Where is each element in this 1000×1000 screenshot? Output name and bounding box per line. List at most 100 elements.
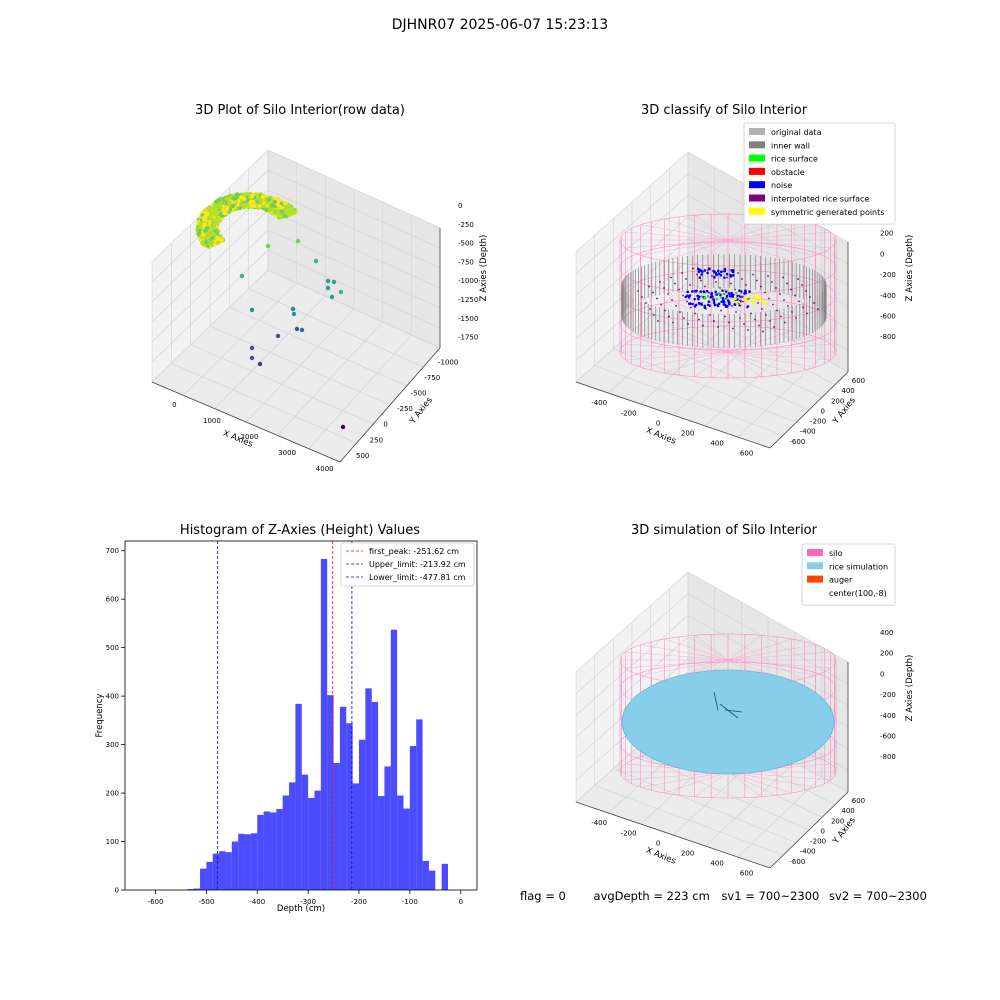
raw-cloud-point [252, 199, 257, 204]
raw-cloud-point [212, 221, 217, 226]
raw-cloud-point [272, 198, 278, 203]
raw-cloud-point [218, 208, 223, 214]
raw-cloud-point [264, 194, 269, 199]
raw-cloud-point [287, 205, 293, 210]
raw-cloud-point [258, 194, 263, 199]
raw-cloud-point [214, 230, 220, 236]
raw-cloud-point [213, 204, 218, 209]
raw-cloud-point [202, 240, 208, 246]
raw-cloud-point [277, 206, 282, 212]
raw-cloud-point [211, 230, 217, 236]
classify-noise-point [744, 290, 747, 293]
raw-scatter-point [340, 424, 346, 430]
classify-interp-point [657, 320, 659, 322]
classify-noise-point [712, 269, 715, 273]
raw-cloud-point [222, 209, 227, 214]
raw-cloud-point [225, 207, 230, 212]
raw-cloud-point [246, 204, 251, 209]
raw-cloud-point [293, 210, 299, 215]
classify-symmetric-point [752, 296, 756, 299]
raw-cloud-point [197, 218, 203, 223]
classify-noise-point [706, 303, 710, 307]
raw-cloud-point [195, 221, 201, 227]
raw-cloud-point [227, 206, 233, 211]
raw-cloud-point [207, 231, 213, 237]
raw-cloud-point [266, 207, 272, 213]
raw-cloud-point [278, 208, 283, 213]
classify-interp-point [686, 300, 688, 303]
flag-text: flag = 0 [520, 889, 566, 903]
raw-cloud-point [258, 192, 263, 197]
raw-cloud-point [263, 199, 268, 204]
classify-interp-point [717, 326, 719, 328]
classify-legend-label: noise [771, 181, 792, 190]
histogram-bar [378, 795, 385, 890]
simulation-legend-label: rice simulation [829, 562, 888, 571]
raw-cloud-point [216, 198, 221, 203]
raw-cloud-point [225, 207, 231, 213]
raw-cloud-point [246, 193, 252, 198]
classify-xtick-label: 400 [710, 439, 723, 447]
raw-cloud-point [281, 211, 286, 217]
classify-legend-swatch [749, 141, 765, 149]
raw-cloud-point [222, 199, 227, 204]
classify-noise-point [715, 293, 718, 296]
classify-noise-point [746, 305, 750, 308]
raw-cloud-point [256, 205, 261, 210]
raw-cloud-point [284, 204, 289, 209]
avg-depth-text: avgDepth = 223 cm [593, 889, 710, 903]
raw-cloud-point [226, 209, 231, 215]
raw-cloud-point [213, 212, 219, 217]
classify-noise-point [698, 302, 702, 305]
classify-ytick-label: -200 [810, 418, 826, 426]
classify-noise-point [715, 273, 718, 277]
raw-cloud-point [206, 219, 212, 224]
classify-interp-point [698, 318, 700, 321]
raw-cloud-point [287, 205, 292, 210]
raw-cloud-point [252, 193, 258, 198]
raw-cloud-point [215, 215, 221, 221]
raw-cloud-point [226, 207, 231, 213]
raw-cloud-point [231, 196, 236, 202]
raw-cloud-point [210, 212, 215, 218]
raw-ztick-label: -250 [458, 221, 474, 229]
classify-interp-point [735, 311, 737, 313]
raw-cloud-point [238, 195, 244, 200]
raw-cloud-point [222, 200, 228, 206]
raw-cloud-point [242, 192, 248, 197]
classify-noise-point [733, 303, 737, 306]
raw-cloud-point [250, 204, 256, 209]
histogram-xtick-label: -500 [198, 898, 214, 906]
classify-noise-point [712, 301, 716, 305]
classify-noise-point [743, 292, 746, 295]
raw-cloud-point [231, 204, 236, 209]
classify-interp-point [664, 309, 666, 312]
raw-cloud-point [242, 195, 247, 200]
raw-cloud-point [200, 215, 205, 220]
raw-cloud-point [226, 200, 231, 206]
raw-cloud-point [260, 194, 266, 200]
raw-cloud-point [261, 200, 266, 206]
raw-cloud-point [206, 216, 212, 221]
classify-noise-point [688, 302, 692, 305]
raw-cloud-point [271, 196, 276, 201]
histogram-bar [403, 808, 410, 890]
raw-cloud-point [275, 198, 281, 204]
raw-cloud-point [249, 204, 255, 209]
raw-cloud-point [269, 197, 274, 202]
raw-cloud-point [231, 205, 237, 210]
classify-interp-point [769, 320, 771, 322]
raw-cloud-point [278, 202, 283, 208]
raw-cloud-point [237, 194, 242, 199]
raw-cloud-point [210, 240, 215, 245]
raw-cloud-point [223, 195, 229, 200]
raw-cloud-point [242, 197, 247, 203]
raw-cloud-point [237, 197, 242, 203]
histogram-reference-lines [217, 541, 353, 890]
simulation-silo-caps [620, 634, 836, 798]
raw-cloud-point [274, 211, 279, 216]
raw-cloud-point [196, 220, 202, 225]
raw-cloud-point [240, 198, 245, 203]
raw-ztick-label: -750 [458, 258, 474, 266]
classify-interp-point [738, 294, 740, 297]
